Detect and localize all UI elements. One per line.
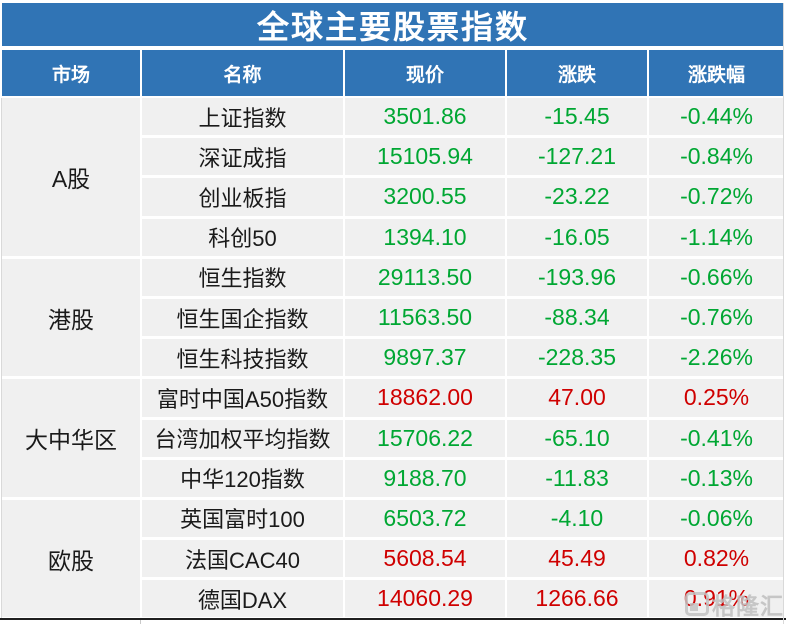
price-cell: 29113.50 — [345, 258, 505, 296]
index-name-cell: 富时中国A50指数 — [142, 379, 343, 417]
index-name-cell: 法国CAC40 — [142, 540, 343, 578]
gridline-stub — [140, 620, 141, 624]
header-cell-0: 市场 — [2, 50, 140, 96]
pct-cell: -0.72% — [649, 178, 784, 216]
change-cell: -88.34 — [507, 298, 647, 337]
header-cell-4: 涨跌幅 — [649, 50, 784, 96]
pct-cell: 0.82% — [649, 540, 784, 578]
change-cell: -15.45 — [507, 98, 647, 136]
index-name-cell: 深证成指 — [142, 138, 343, 176]
page-title: 全球主要股票指数 — [2, 3, 784, 46]
change-cell: -65.10 — [507, 419, 647, 457]
price-cell: 9188.70 — [345, 459, 505, 497]
change-cell: -11.83 — [507, 459, 647, 497]
index-name-cell: 中华120指数 — [142, 459, 343, 497]
index-name-cell: 恒生科技指数 — [142, 339, 343, 377]
price-cell: 11563.50 — [345, 298, 505, 337]
index-name-cell: 创业板指 — [142, 178, 343, 216]
price-cell: 18862.00 — [345, 379, 505, 417]
index-name-cell: 台湾加权平均指数 — [142, 419, 343, 457]
index-name-cell: 上证指数 — [142, 98, 343, 136]
market-cell: A股 — [2, 98, 140, 256]
price-cell: 14060.29 — [345, 580, 505, 618]
change-cell: -23.22 — [507, 178, 647, 216]
change-cell: -4.10 — [507, 499, 647, 538]
right-gridline — [783, 3, 784, 624]
price-cell: 5608.54 — [345, 540, 505, 578]
pct-cell: -0.44% — [649, 98, 784, 136]
price-cell: 3200.55 — [345, 178, 505, 216]
price-cell: 3501.86 — [345, 98, 505, 136]
change-cell: -193.96 — [507, 258, 647, 296]
pct-cell: -0.13% — [649, 459, 784, 497]
change-cell: -127.21 — [507, 138, 647, 176]
header-row: 市场 名称 现价 涨跌 涨跌幅 — [2, 50, 784, 96]
header-cell-2: 现价 — [345, 50, 505, 96]
body-grid: A股 上证指数 3501.86 -15.45 -0.44% 深证成指 15105.94 -12… — [2, 98, 784, 618]
market-cell: 港股 — [2, 258, 140, 377]
market-cell: 欧股 — [2, 499, 140, 618]
change-cell: -16.05 — [507, 218, 647, 256]
change-cell: 1266.66 — [507, 580, 647, 618]
header-cell-3: 涨跌 — [507, 50, 647, 96]
pct-cell: -0.06% — [649, 499, 784, 538]
pct-cell: -1.14% — [649, 218, 784, 256]
price-cell: 1394.10 — [345, 218, 505, 256]
price-cell: 15706.22 — [345, 419, 505, 457]
pct-cell: 0.25% — [649, 379, 784, 417]
pct-cell: -0.41% — [649, 419, 784, 457]
pct-cell: 0.91% — [649, 580, 784, 618]
index-name-cell: 恒生国企指数 — [142, 298, 343, 337]
index-name-cell: 恒生指数 — [142, 258, 343, 296]
price-cell: 15105.94 — [345, 138, 505, 176]
market-cell: 大中华区 — [2, 379, 140, 497]
price-cell: 6503.72 — [345, 499, 505, 538]
index-name-cell: 科创50 — [142, 218, 343, 256]
change-cell: -228.35 — [507, 339, 647, 377]
change-cell: 47.00 — [507, 379, 647, 417]
header-cell-1: 名称 — [142, 50, 343, 96]
left-gridline — [1, 98, 2, 618]
index-name-cell: 英国富时100 — [142, 499, 343, 538]
table-bottom-border — [0, 618, 786, 620]
pct-cell: -0.84% — [649, 138, 784, 176]
index-name-cell: 德国DAX — [142, 580, 343, 618]
pct-cell: -0.76% — [649, 298, 784, 337]
pct-cell: -0.66% — [649, 258, 784, 296]
change-cell: 45.49 — [507, 540, 647, 578]
pct-cell: -2.26% — [649, 339, 784, 377]
price-cell: 9897.37 — [345, 339, 505, 377]
